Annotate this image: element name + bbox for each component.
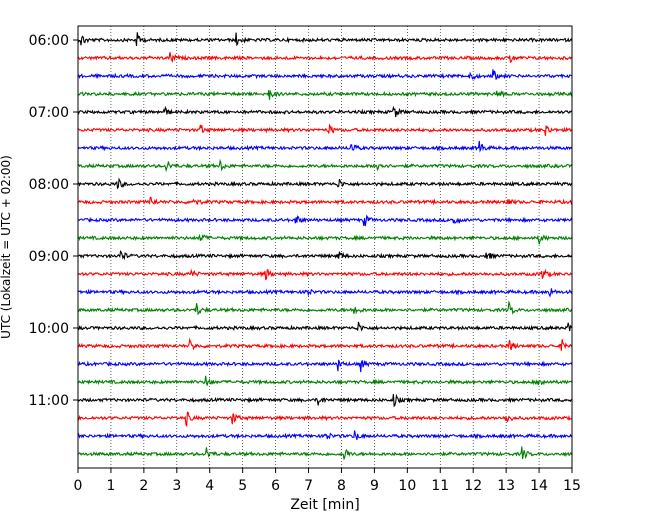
trace-0630: [77, 69, 573, 80]
x-tick-label: 10: [398, 478, 416, 494]
y-axis: 06:00 07:00 08:00 09:00 10:00 11:00: [29, 33, 78, 409]
x-tick-label: 14: [530, 478, 548, 494]
trace-1145: [77, 446, 573, 460]
x-tick-label: 11: [431, 478, 449, 494]
y-tick-label: 10:00: [29, 321, 69, 337]
plot-frame: [77, 25, 573, 469]
trace-1045: [77, 375, 573, 386]
trace-0815: [77, 196, 573, 206]
trace-1030: [77, 359, 573, 373]
trace-0700: [77, 105, 573, 118]
x-tick-label: 2: [139, 478, 148, 494]
trace-0900: [77, 250, 573, 261]
trace-1015: [77, 337, 573, 351]
x-tick-label: 3: [172, 478, 181, 494]
trace-0745: [77, 158, 573, 173]
trace-0645: [77, 89, 573, 100]
y-tick-label: 06:00: [29, 33, 69, 49]
y-tick-label: 08:00: [29, 177, 69, 193]
trace-1000: [77, 321, 573, 332]
y-tick-label: 07:00: [29, 105, 69, 121]
x-tick-label: 6: [271, 478, 280, 494]
x-axis-label: Zeit [min]: [290, 497, 359, 513]
trace-0600: [77, 32, 573, 47]
trace-1130: [77, 430, 573, 441]
seismic-traces: [77, 32, 573, 460]
trace-0615: [77, 51, 573, 64]
trace-0845: [77, 233, 573, 245]
trace-0945: [77, 300, 573, 316]
trace-0830: [77, 214, 573, 227]
x-axis: 0 1 2 3 4 5 6 7 8 9 10 11 12 13 14 15: [74, 468, 581, 494]
trace-0915: [77, 268, 573, 281]
trace-1100: [77, 393, 573, 408]
x-tick-label: 1: [106, 478, 115, 494]
trace-0800: [77, 177, 573, 190]
x-tick-label: 5: [238, 478, 247, 494]
x-tick-label: 13: [497, 478, 515, 494]
x-tick-label: 7: [304, 478, 313, 494]
trace-0930: [77, 288, 573, 298]
x-tick-label: 4: [205, 478, 214, 494]
y-tick-label: 09:00: [29, 249, 69, 265]
x-tick-label: 12: [464, 478, 482, 494]
trace-0730: [77, 140, 573, 153]
y-axis-label: UTC (Lokalzeit = UTC + 02:00): [0, 155, 13, 339]
x-tick-label: 0: [74, 478, 83, 494]
x-tick-label: 9: [370, 478, 379, 494]
y-tick-label: 11:00: [29, 393, 69, 409]
x-tick-label: 8: [337, 478, 346, 494]
trace-1115: [77, 411, 573, 428]
trace-0715: [78, 123, 573, 136]
x-tick-label: 15: [563, 478, 581, 494]
